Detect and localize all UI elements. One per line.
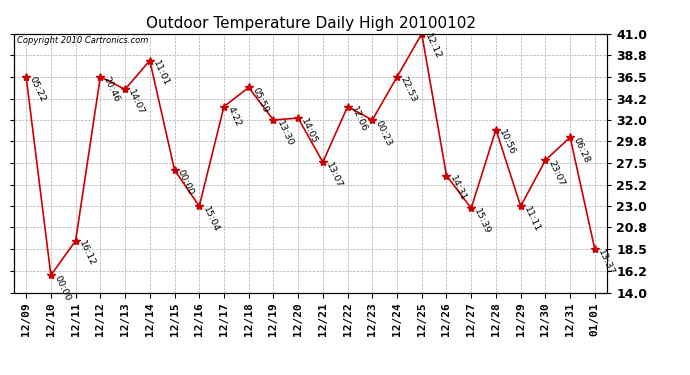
Text: 00:00: 00:00 — [176, 168, 195, 197]
Text: 4:22: 4:22 — [226, 105, 242, 128]
Text: 22:53: 22:53 — [398, 75, 418, 104]
Text: 06:28: 06:28 — [571, 136, 591, 164]
Title: Outdoor Temperature Daily High 20100102: Outdoor Temperature Daily High 20100102 — [146, 16, 475, 31]
Text: 20:46: 20:46 — [101, 75, 121, 104]
Text: 11:01: 11:01 — [151, 59, 171, 88]
Text: 14:31: 14:31 — [448, 174, 468, 203]
Text: 12:06: 12:06 — [349, 105, 368, 134]
Text: 12:12: 12:12 — [423, 32, 443, 61]
Text: 05:59: 05:59 — [250, 86, 270, 114]
Text: 05:22: 05:22 — [28, 75, 47, 104]
Text: 15:04: 15:04 — [201, 205, 220, 233]
Text: 13:30: 13:30 — [275, 118, 295, 147]
Text: 10:56: 10:56 — [497, 128, 517, 157]
Text: 00:23: 00:23 — [374, 118, 393, 147]
Text: 13:37: 13:37 — [596, 248, 616, 277]
Text: 16:12: 16:12 — [77, 239, 97, 268]
Text: 13:07: 13:07 — [324, 161, 344, 189]
Text: 11:11: 11:11 — [522, 205, 542, 233]
Text: 14:05: 14:05 — [299, 117, 319, 145]
Text: 14:07: 14:07 — [126, 88, 146, 117]
Text: Copyright 2010 Cartronics.com: Copyright 2010 Cartronics.com — [17, 36, 148, 45]
Text: 15:39: 15:39 — [473, 207, 493, 236]
Text: 23:07: 23:07 — [546, 159, 566, 188]
Text: 00:00: 00:00 — [52, 274, 72, 302]
